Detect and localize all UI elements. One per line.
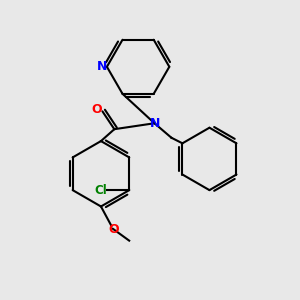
Text: O: O — [108, 223, 119, 236]
Text: O: O — [92, 103, 102, 116]
Text: N: N — [150, 117, 160, 130]
Text: N: N — [97, 60, 108, 73]
Text: Cl: Cl — [95, 184, 107, 196]
